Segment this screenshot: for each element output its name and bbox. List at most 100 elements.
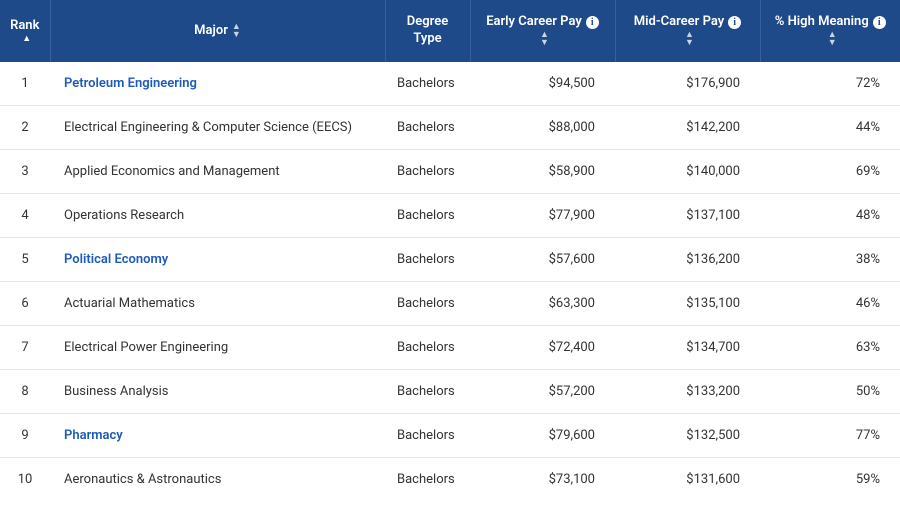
cell-rank: 1 (0, 62, 50, 106)
cell-meaning: 38% (760, 237, 900, 281)
cell-major: Applied Economics and Management (50, 149, 385, 193)
table-row: 8Business AnalysisBachelors$57,200$133,2… (0, 369, 900, 413)
col-header-label: Rank (10, 18, 39, 35)
major-link[interactable]: Political Economy (64, 252, 168, 267)
table-row: 9 Pharmacy Bachelors$79,600$132,50077% (0, 413, 900, 457)
sort-asc-icon: ▲ (22, 35, 31, 43)
cell-degree: Bachelors (385, 105, 470, 149)
cell-mid-pay: $131,600 (615, 457, 760, 501)
cell-major: Pharmacy (50, 413, 385, 457)
col-header-rank[interactable]: Rank ▲ (0, 0, 50, 62)
cell-meaning: 63% (760, 325, 900, 369)
cell-rank: 3 (0, 149, 50, 193)
col-header-label: Major (194, 23, 228, 38)
col-header-early[interactable]: Early Career Pay i ▲▼ (470, 0, 615, 62)
cell-degree: Bachelors (385, 62, 470, 106)
cell-mid-pay: $140,000 (615, 149, 760, 193)
cell-early-pay: $77,900 (470, 193, 615, 237)
cell-major: Electrical Power Engineering (50, 325, 385, 369)
cell-early-pay: $57,200 (470, 369, 615, 413)
sort-icon: ▲▼ (540, 31, 549, 47)
cell-degree: Bachelors (385, 413, 470, 457)
info-icon[interactable]: i (873, 16, 886, 29)
cell-meaning: 44% (760, 105, 900, 149)
table-row: 6Actuarial MathematicsBachelors$63,300$1… (0, 281, 900, 325)
table-row: 10 Aeronautics & Astronautics Bachelors$73… (0, 457, 900, 501)
cell-major: Business Analysis (50, 369, 385, 413)
cell-meaning: 46% (760, 281, 900, 325)
table-row: 2 Electrical Engineering & Computer Scien… (0, 105, 900, 149)
info-icon[interactable]: i (728, 16, 741, 29)
cell-early-pay: $73,100 (470, 457, 615, 501)
cell-mid-pay: $133,200 (615, 369, 760, 413)
major-text: Actuarial Mathematics (64, 296, 195, 311)
cell-meaning: 50% (760, 369, 900, 413)
col-header-degree: DegreeType (385, 0, 470, 62)
cell-degree: Bachelors (385, 193, 470, 237)
table-row: 1 Petroleum Engineering Bachelors$94,500$1… (0, 62, 900, 106)
cell-mid-pay: $176,900 (615, 62, 760, 106)
table-row: 7 Electrical Power Engineering Bachelors$7… (0, 325, 900, 369)
cell-major: Operations Research (50, 193, 385, 237)
major-text: Operations Research (64, 208, 184, 223)
cell-rank: 9 (0, 413, 50, 457)
cell-degree: Bachelors (385, 281, 470, 325)
majors-table: Rank ▲ Major ▲▼ DegreeType Early Career … (0, 0, 900, 501)
cell-major: Aeronautics & Astronautics (50, 457, 385, 501)
col-header-major[interactable]: Major ▲▼ (50, 0, 385, 62)
cell-rank: 5 (0, 237, 50, 281)
cell-degree: Bachelors (385, 325, 470, 369)
cell-early-pay: $88,000 (470, 105, 615, 149)
cell-degree: Bachelors (385, 237, 470, 281)
cell-early-pay: $58,900 (470, 149, 615, 193)
col-header-label: % High Meaning (775, 14, 869, 31)
cell-mid-pay: $132,500 (615, 413, 760, 457)
cell-early-pay: $63,300 (470, 281, 615, 325)
major-link[interactable]: Pharmacy (64, 428, 123, 443)
sort-icon: ▲▼ (685, 31, 694, 47)
cell-rank: 4 (0, 193, 50, 237)
table-row: 3 Applied Economics and Management Bachelo… (0, 149, 900, 193)
cell-early-pay: $79,600 (470, 413, 615, 457)
cell-degree: Bachelors (385, 457, 470, 501)
cell-early-pay: $94,500 (470, 62, 615, 106)
table-body: 1Petroleum EngineeringBachelors$94,500$1… (0, 62, 900, 501)
col-header-label: Early Career Pay (486, 14, 582, 31)
cell-rank: 8 (0, 369, 50, 413)
cell-mid-pay: $142,200 (615, 105, 760, 149)
cell-meaning: 72% (760, 62, 900, 106)
col-header-label: DegreeType (407, 14, 448, 48)
col-header-mid[interactable]: Mid-Career Pay i ▲▼ (615, 0, 760, 62)
major-text: Electrical Engineering & Computer Scienc… (64, 120, 352, 135)
info-icon[interactable]: i (586, 16, 599, 29)
cell-rank: 7 (0, 325, 50, 369)
major-text: Applied Economics and Management (64, 164, 280, 179)
sort-icon: ▲▼ (828, 31, 837, 47)
table-row: 4 Operations Research Bachelors$77,900$137… (0, 193, 900, 237)
cell-early-pay: $72,400 (470, 325, 615, 369)
col-header-label: Mid-Career Pay (634, 14, 724, 31)
sort-icon: ▲▼ (232, 23, 241, 39)
cell-meaning: 69% (760, 149, 900, 193)
major-text: Electrical Power Engineering (64, 340, 228, 355)
cell-rank: 2 (0, 105, 50, 149)
cell-major: Political Economy (50, 237, 385, 281)
cell-degree: Bachelors (385, 369, 470, 413)
cell-major: Actuarial Mathematics (50, 281, 385, 325)
col-header-meaning[interactable]: % High Meaning i ▲▼ (760, 0, 900, 62)
major-text: Aeronautics & Astronautics (64, 472, 221, 487)
cell-mid-pay: $136,200 (615, 237, 760, 281)
cell-major: Electrical Engineering & Computer Scienc… (50, 105, 385, 149)
cell-mid-pay: $137,100 (615, 193, 760, 237)
table-row: 5 Political Economy Bachelors$57,600$136,2… (0, 237, 900, 281)
cell-early-pay: $57,600 (470, 237, 615, 281)
cell-meaning: 77% (760, 413, 900, 457)
cell-degree: Bachelors (385, 149, 470, 193)
cell-rank: 10 (0, 457, 50, 501)
cell-meaning: 48% (760, 193, 900, 237)
cell-meaning: 59% (760, 457, 900, 501)
cell-major: Petroleum Engineering (50, 62, 385, 106)
major-link[interactable]: Petroleum Engineering (64, 76, 197, 91)
table-header: Rank ▲ Major ▲▼ DegreeType Early Career … (0, 0, 900, 62)
cell-rank: 6 (0, 281, 50, 325)
